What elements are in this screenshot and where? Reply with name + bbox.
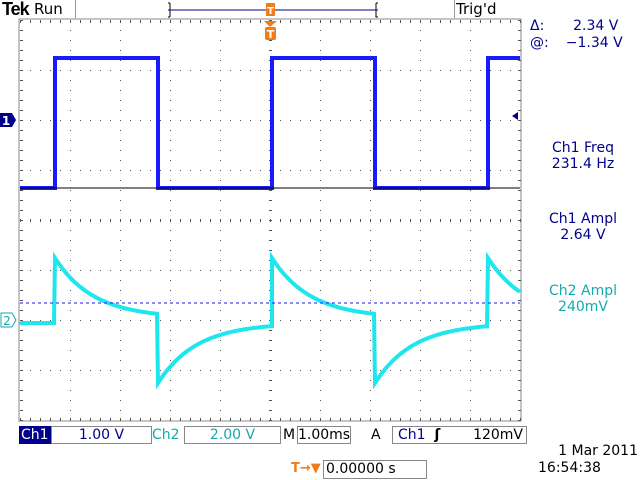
date: 1 Mar 2011: [558, 443, 638, 459]
ch2-waveform: [19, 251, 522, 390]
svg-text:1: 1: [2, 114, 10, 128]
trigger-position-icon: T: [264, 21, 277, 41]
trigger-position-icon: T→▼: [291, 461, 321, 476]
svg-text:T: T: [267, 6, 274, 17]
measurement-ch1-freq: Ch1 Freq 231.4 Hz: [551, 140, 615, 172]
timebase[interactable]: 1.00ms: [297, 426, 351, 444]
record-trigger-icon: T: [266, 3, 275, 17]
ch2-label[interactable]: Ch2: [152, 427, 180, 443]
acquisition-status: Run: [34, 0, 63, 18]
brand-logo: Tek: [2, 0, 30, 19]
ch1-waveform: [20, 56, 520, 190]
trigger-level-icon: [512, 112, 518, 120]
svg-text:2: 2: [3, 314, 11, 328]
cursor-readout: Δ: 2.34 V @: −1.34 V: [530, 18, 623, 51]
ch1-marker: 1: [0, 113, 16, 128]
svg-text:T: T: [267, 28, 275, 41]
divider: [454, 0, 455, 18]
m-label: M: [283, 427, 296, 443]
trigger-settings[interactable]: Ch1 ʃ 120mV: [392, 426, 527, 444]
ch1-scale[interactable]: 1.00 V: [51, 426, 152, 444]
measurement-ch1-ampl: Ch1 Ampl 2.64 V: [549, 211, 617, 243]
ch2-scale[interactable]: 2.00 V: [184, 426, 281, 444]
ch2-marker: 2: [0, 312, 17, 328]
trigger-status: Trig'd: [456, 0, 497, 18]
measurement-ch2-ampl: Ch2 Ampl 240mV: [549, 283, 617, 315]
trigger-position[interactable]: 0.00000 s: [323, 460, 427, 479]
ch1-label[interactable]: Ch1: [19, 426, 51, 444]
a-label: A: [371, 427, 381, 443]
divider: [75, 0, 76, 18]
time: 16:54:38: [538, 460, 601, 476]
